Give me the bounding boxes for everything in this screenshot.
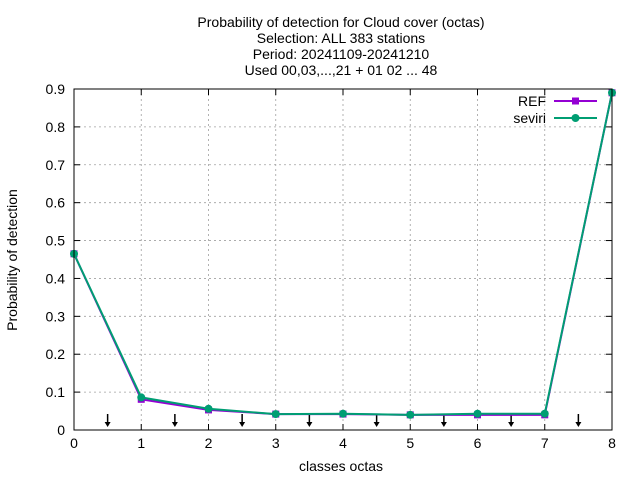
- legend-label: REF: [518, 93, 546, 109]
- chart-title: Probability of detection for Cloud cover…: [197, 14, 484, 78]
- x-tick-label: 1: [137, 435, 145, 451]
- chart-title-line-3: Period: 20241109-20241210: [253, 46, 430, 62]
- legend-entry: seviri: [513, 110, 597, 126]
- y-tick-label: 0.3: [46, 308, 66, 324]
- data-point: [204, 404, 213, 413]
- arrow-marker: [171, 414, 178, 427]
- arrow-marker: [373, 414, 380, 427]
- arrow-markers: [104, 414, 582, 427]
- arrow-marker: [306, 414, 313, 427]
- chart-title-line-1: Probability of detection for Cloud cover…: [197, 14, 484, 30]
- data-point: [540, 409, 549, 418]
- axis-ticks: 0 1 2 3 4 5 6 7 8 0 0.1 0.2 0.3 0.4 0.5 0.6 0.7 0.8 0.9: [46, 81, 617, 451]
- arrow-head: [239, 422, 246, 427]
- data-point: [473, 409, 482, 418]
- x-tick-label: 0: [70, 435, 78, 451]
- arrow-head: [306, 422, 313, 427]
- x-tick-label: 5: [406, 435, 414, 451]
- y-tick-label: 0.8: [46, 119, 66, 135]
- y-tick-label: 0.5: [46, 233, 66, 249]
- legend-label: seviri: [513, 110, 546, 126]
- grid: [74, 89, 612, 430]
- series-seviri: [70, 88, 616, 419]
- arrow-marker: [508, 414, 515, 427]
- legend-marker: [571, 114, 580, 122]
- arrow-marker: [239, 414, 246, 427]
- y-tick-label: 0: [57, 422, 65, 438]
- y-tick-label: 0.1: [46, 384, 66, 400]
- chart-title-line-2: Selection: ALL 383 stations: [257, 30, 425, 46]
- arrow-head: [440, 422, 447, 427]
- y-tick-label: 0.9: [46, 81, 66, 97]
- arrow-head: [575, 422, 582, 427]
- series-REF: [70, 89, 616, 419]
- y-tick-label: 0.4: [46, 270, 66, 286]
- series-line: [73, 92, 613, 416]
- data-point: [406, 410, 415, 419]
- x-tick-label: 4: [339, 435, 347, 451]
- legend-entry: REF: [518, 93, 597, 109]
- arrow-head: [373, 422, 380, 427]
- x-tick-label: 8: [608, 435, 616, 451]
- y-tick-label: 0.7: [46, 157, 66, 173]
- legend-marker: [572, 97, 579, 105]
- arrow-marker: [575, 414, 582, 427]
- series-line: [73, 92, 613, 416]
- arrow-marker: [104, 414, 111, 427]
- x-tick-label: 6: [474, 435, 482, 451]
- arrow-head: [171, 422, 178, 427]
- x-tick-label: 2: [205, 435, 213, 451]
- chart-title-line-4: Used 00,03,...,21 + 01 02 ... 48: [245, 62, 438, 78]
- data-point: [271, 410, 280, 419]
- arrow-marker: [440, 414, 447, 427]
- arrow-head: [508, 422, 515, 427]
- y-tick-label: 0.6: [46, 195, 66, 211]
- data-point: [137, 393, 146, 402]
- data-point: [339, 409, 347, 418]
- y-axis-label: Probability of detection: [4, 189, 20, 331]
- y-tick-label: 0.2: [46, 346, 66, 362]
- x-tick-label: 7: [541, 435, 549, 451]
- x-tick-label: 3: [272, 435, 280, 451]
- arrow-head: [104, 422, 111, 427]
- x-axis-label: classes octas: [299, 458, 383, 474]
